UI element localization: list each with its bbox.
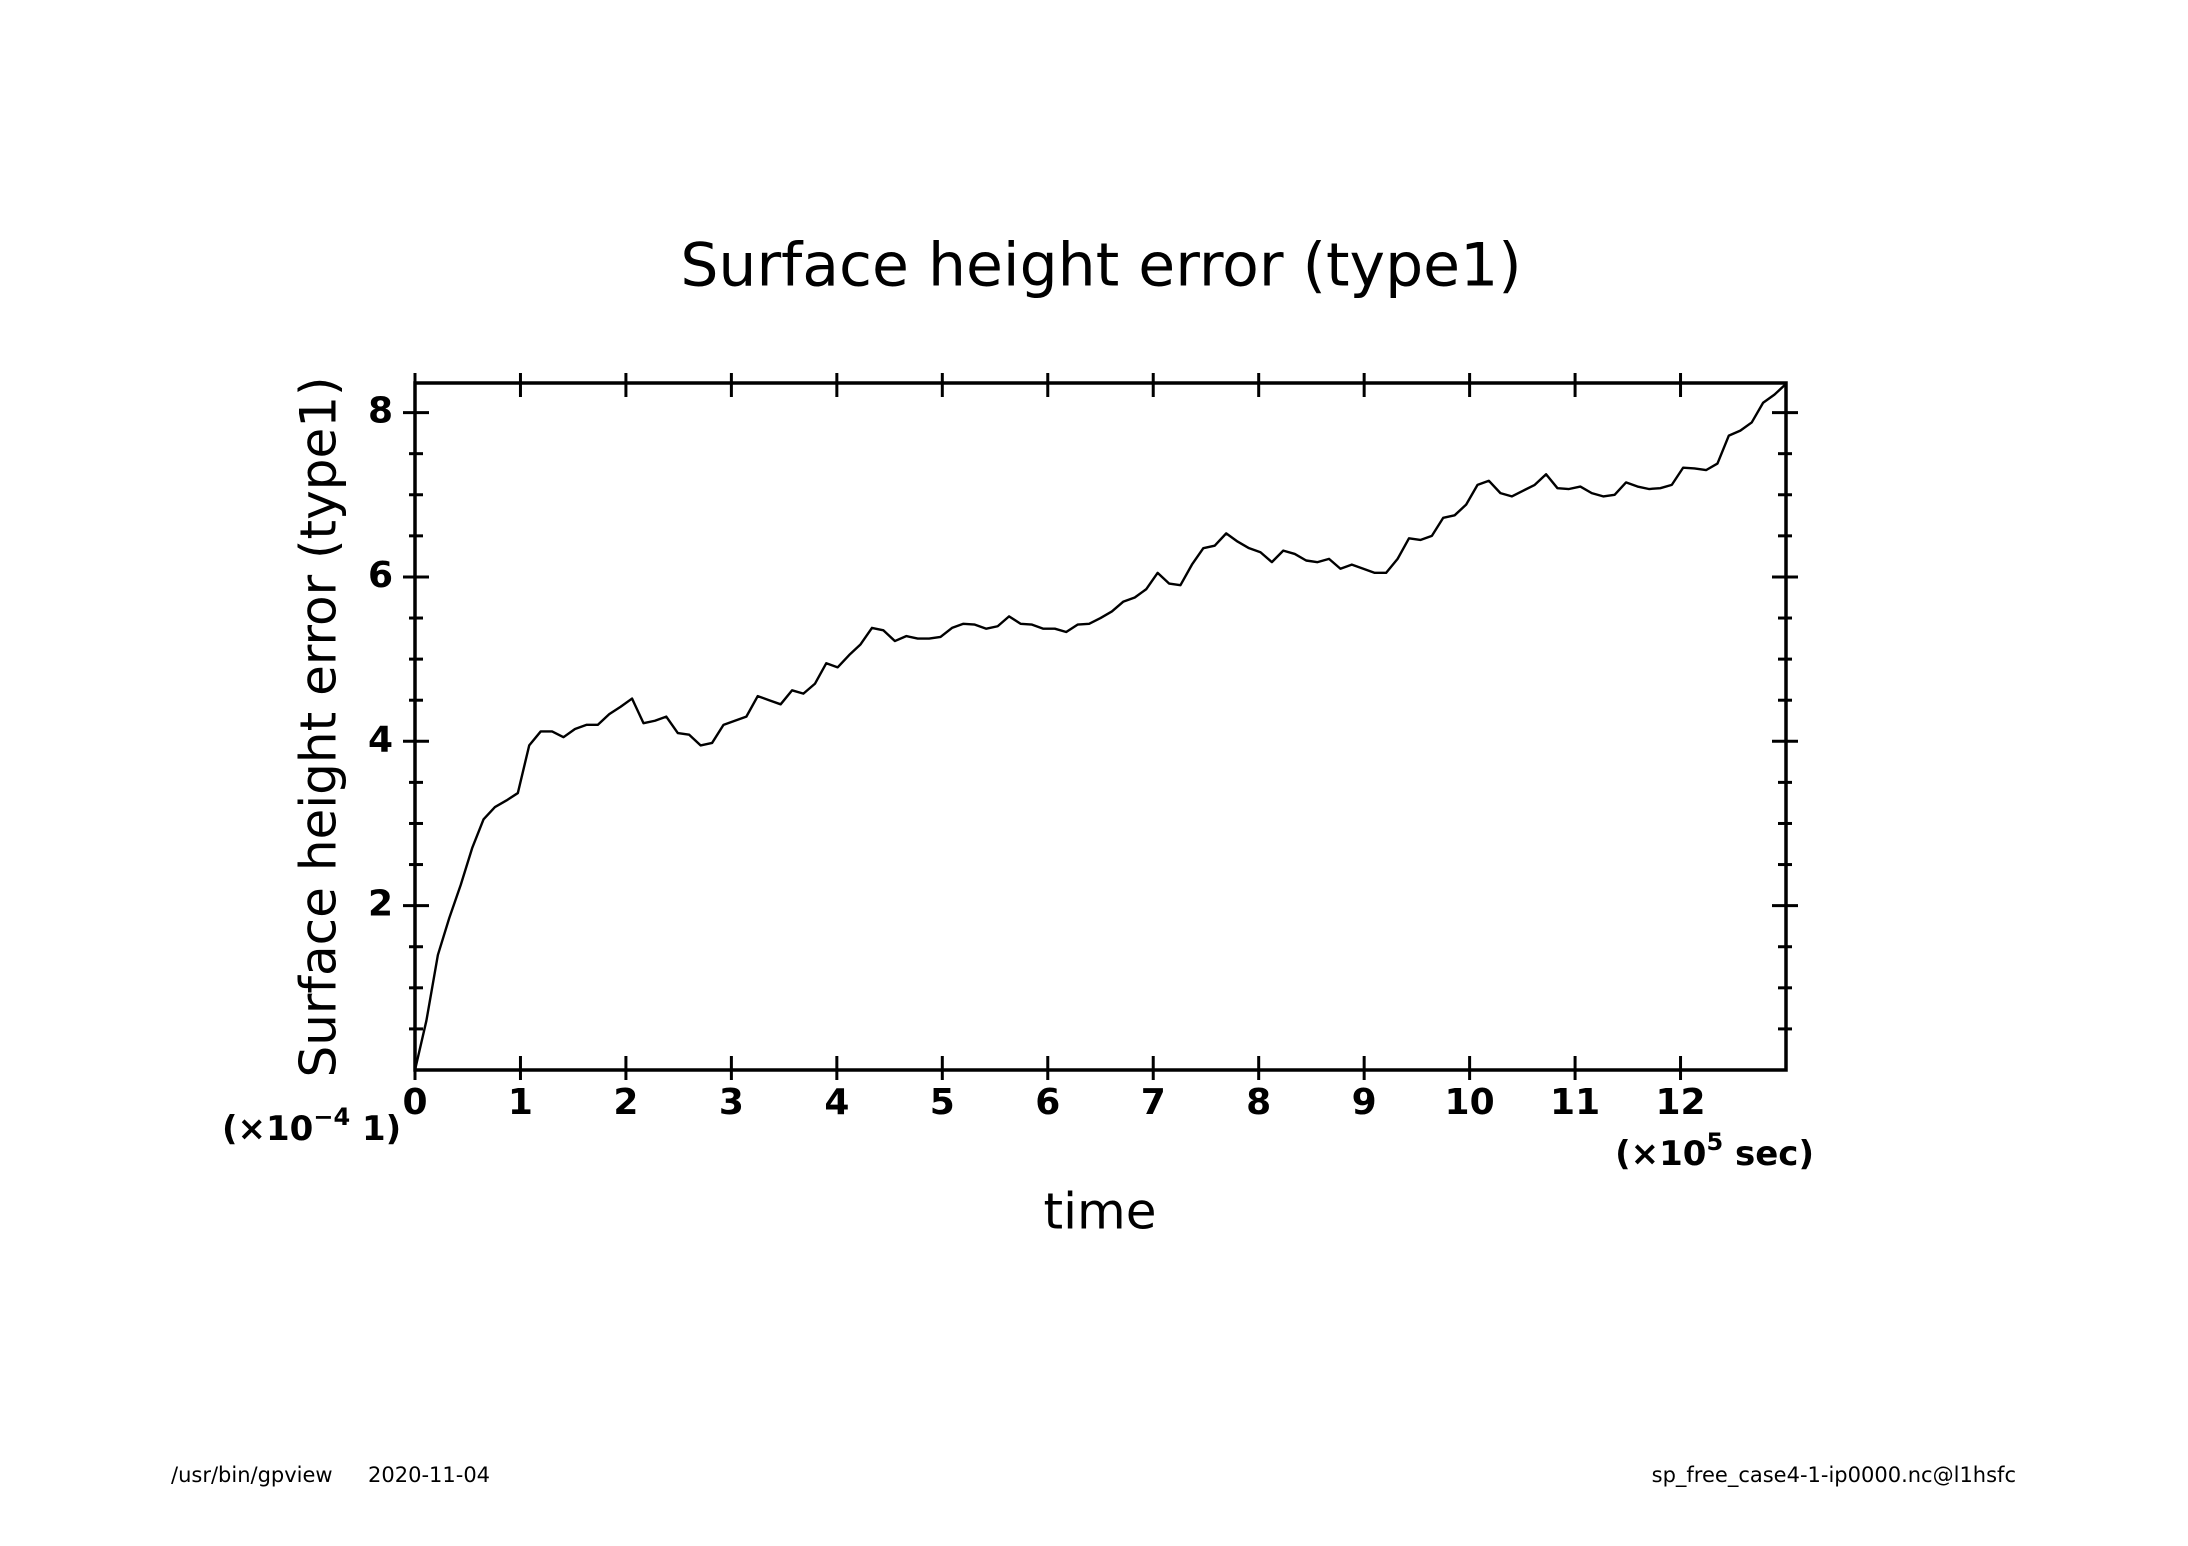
x-tick-label: 9 bbox=[1352, 1082, 1377, 1123]
x-unit-base: (×10 bbox=[1615, 1134, 1706, 1174]
x-tick-label: 12 bbox=[1655, 1082, 1705, 1123]
y-tick-label: 4 bbox=[368, 719, 393, 760]
x-tick-label: 6 bbox=[1035, 1082, 1060, 1123]
footer-date: 2020-11-04 bbox=[368, 1463, 490, 1487]
y-axis-label: Surface height error (type1) bbox=[290, 376, 348, 1077]
y-unit: (×10−4 1) bbox=[222, 1103, 401, 1149]
x-unit: (×105 sec) bbox=[1615, 1128, 1814, 1174]
chart-title: Surface height error (type1) bbox=[680, 231, 1521, 301]
x-tick-label: 10 bbox=[1445, 1082, 1495, 1123]
footer-program: /usr/bin/gpview bbox=[171, 1463, 333, 1487]
y-tick-label: 8 bbox=[368, 391, 393, 432]
x-tick-label: 7 bbox=[1141, 1082, 1166, 1123]
y-tick-label: 2 bbox=[368, 884, 393, 925]
x-tick-label: 4 bbox=[824, 1082, 849, 1123]
footer-source: sp_free_case4-1-ip0000.nc@l1hsfc bbox=[1652, 1463, 2016, 1488]
x-tick-label: 1 bbox=[508, 1082, 533, 1123]
plot-frame bbox=[413, 381, 1788, 1072]
x-tick-label: 2 bbox=[613, 1082, 638, 1123]
x-unit-exponent: 5 bbox=[1706, 1128, 1723, 1156]
y-tick-label: 6 bbox=[368, 555, 393, 596]
x-tick-label: 3 bbox=[719, 1082, 744, 1123]
x-axis-label: time bbox=[1044, 1183, 1157, 1241]
y-unit-rest: 1) bbox=[350, 1109, 401, 1149]
x-tick-label: 0 bbox=[402, 1082, 427, 1123]
x-tick-label: 5 bbox=[930, 1082, 955, 1123]
x-tick-label: 11 bbox=[1550, 1082, 1600, 1123]
x-tick-label: 8 bbox=[1246, 1082, 1271, 1123]
y-unit-base: (×10 bbox=[222, 1109, 313, 1149]
y-unit-exponent: −4 bbox=[313, 1103, 350, 1131]
data-line bbox=[413, 382, 1787, 1071]
x-unit-rest: sec) bbox=[1723, 1134, 1814, 1174]
